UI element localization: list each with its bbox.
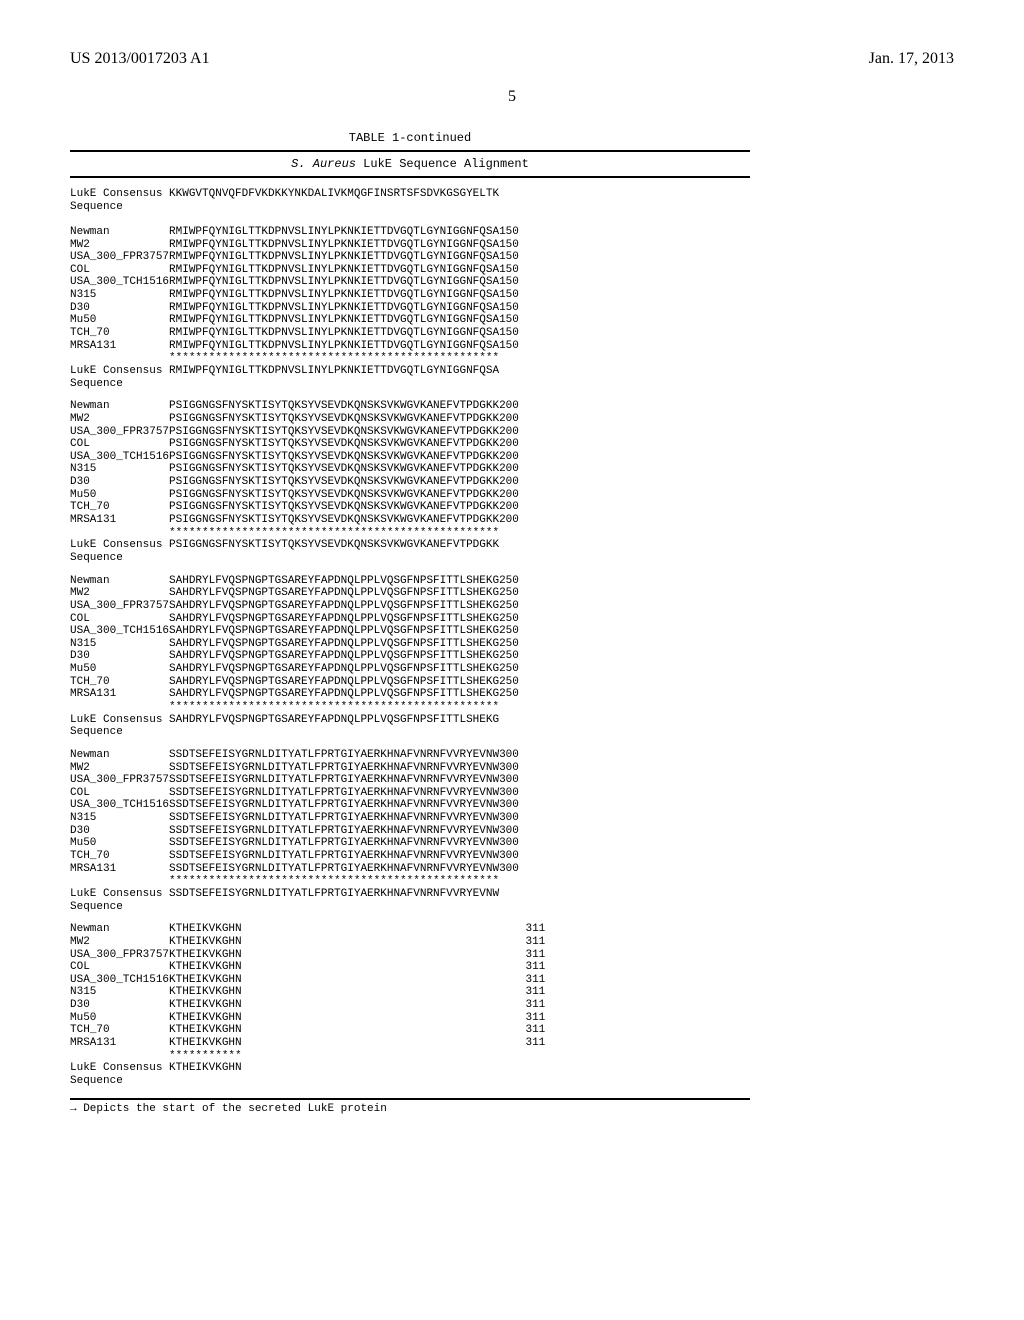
subtitle-rest: LukE Sequence Alignment [356, 157, 529, 171]
table-rule-bottom [70, 1098, 750, 1100]
publication-number: US 2013/0017203 A1 [70, 50, 210, 68]
page-container: US 2013/0017203 A1 Jan. 17, 2013 5 TABLE… [0, 0, 1024, 1155]
subtitle-italic: S. Aureus [291, 157, 356, 171]
alignment-content: LukE Consensus KKWGVTQNVQFDFVKDKKYNKDALI… [70, 188, 750, 1088]
table-rule-mid [70, 176, 750, 178]
table-rule-top [70, 150, 750, 152]
alignment-block: Newman SAHDRYLFVQSPNGPTGSAREYFAPDNQLPPLV… [70, 575, 750, 739]
page-header: US 2013/0017203 A1 Jan. 17, 2013 [70, 50, 954, 68]
publication-date: Jan. 17, 2013 [869, 50, 954, 68]
alignment-block: Newman PSIGGNGSFNYSKTISYTQKSYVSEVDKQNSKS… [70, 400, 750, 564]
alignment-block: Newman SSDTSEFEISYGRNLDITYATLFPRTGIYAERK… [70, 749, 750, 913]
alignment-block: LukE Consensus KKWGVTQNVQFDFVKDKKYNKDALI… [70, 188, 750, 390]
table-footnote: → Depicts the start of the secreted LukE… [70, 1103, 750, 1115]
alignment-table: TABLE 1-continued S. Aureus LukE Sequenc… [70, 131, 750, 1115]
table-title: TABLE 1-continued [70, 131, 750, 145]
table-subtitle: S. Aureus LukE Sequence Alignment [70, 157, 750, 171]
alignment-block: Newman KTHEIKVKGHN 311 MW2 KTHEIKVKGHN 3… [70, 923, 750, 1087]
page-number: 5 [70, 88, 954, 106]
